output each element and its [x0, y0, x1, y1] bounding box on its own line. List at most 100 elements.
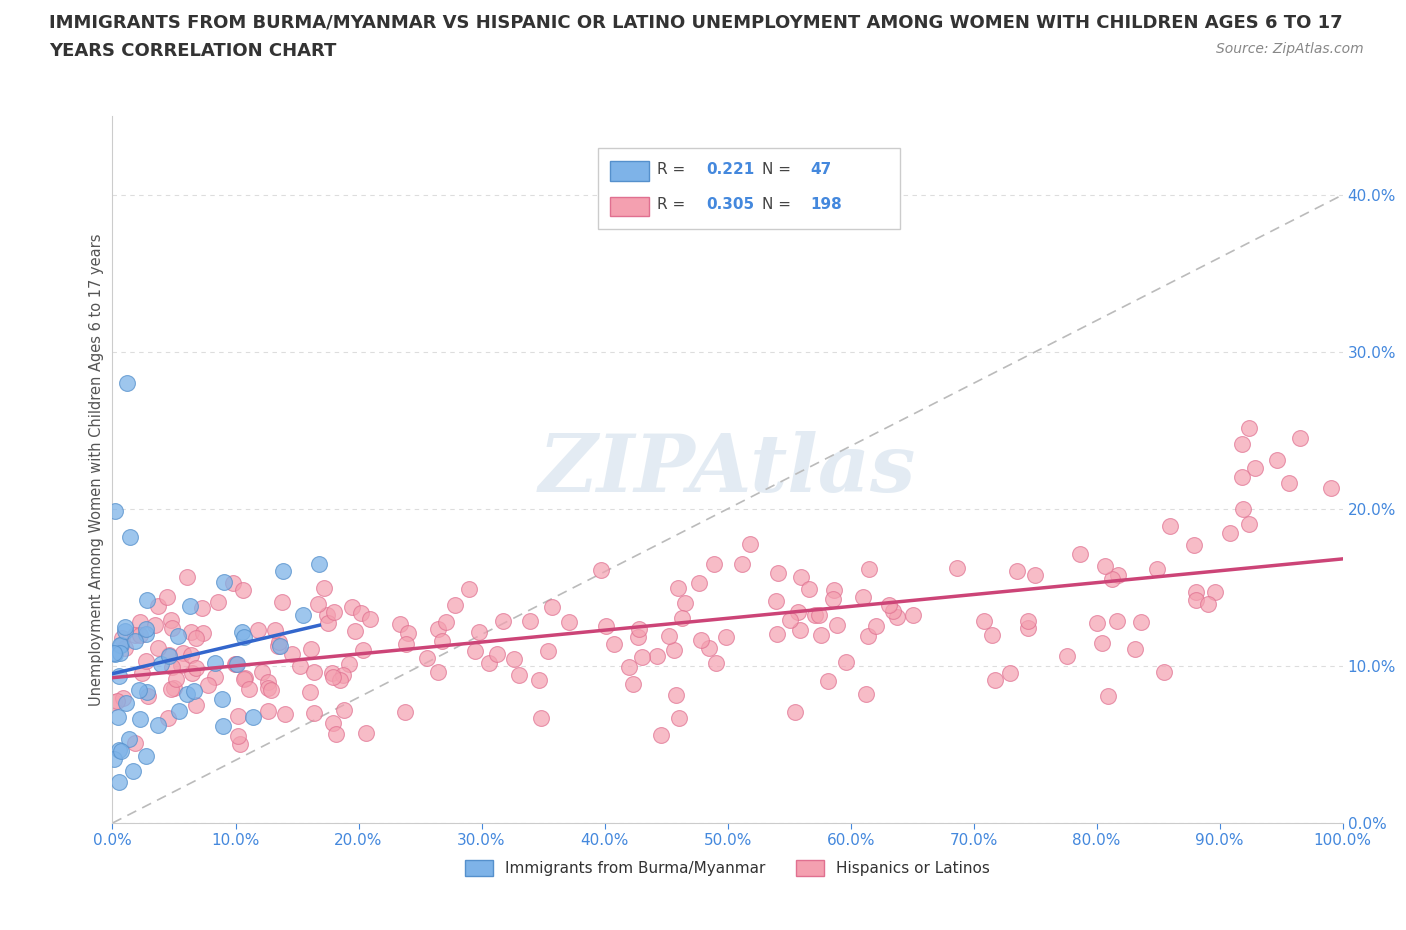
Point — [541, 600, 564, 615]
Point — [314, 580, 336, 595]
Point — [1278, 475, 1301, 490]
Point — [1091, 636, 1114, 651]
Text: 47: 47 — [810, 162, 831, 177]
Point — [204, 656, 226, 671]
Point — [131, 665, 153, 680]
Point — [136, 688, 159, 703]
Point — [191, 626, 214, 641]
Point — [156, 590, 179, 604]
Point — [118, 732, 141, 747]
Point — [817, 674, 839, 689]
Point — [1094, 559, 1116, 574]
Point — [226, 709, 249, 724]
Point — [108, 645, 131, 660]
Point — [665, 687, 688, 702]
Point — [135, 749, 157, 764]
Point — [108, 637, 131, 652]
Point — [207, 595, 229, 610]
Point — [252, 665, 274, 680]
Point — [835, 655, 858, 670]
Point — [184, 631, 207, 645]
Point — [673, 595, 696, 610]
Point — [160, 620, 183, 635]
Point — [882, 604, 904, 618]
Point — [110, 637, 132, 652]
Point — [1185, 585, 1208, 600]
Point — [858, 629, 880, 644]
Point — [478, 656, 501, 671]
Point — [1218, 525, 1240, 540]
Point — [191, 600, 214, 615]
Point — [519, 614, 541, 629]
Point — [267, 639, 290, 654]
Point — [128, 683, 150, 698]
Point — [103, 645, 125, 660]
Point — [107, 743, 129, 758]
Point — [332, 668, 354, 683]
Point — [467, 625, 489, 640]
Point — [124, 628, 146, 643]
Point — [1230, 470, 1253, 485]
Text: 198: 198 — [810, 197, 842, 212]
Point — [350, 605, 373, 620]
Point — [108, 669, 131, 684]
Point — [360, 612, 382, 627]
Point — [129, 712, 152, 727]
Point — [150, 657, 173, 671]
Point — [394, 705, 416, 720]
Point — [225, 656, 247, 671]
Point — [658, 629, 681, 644]
Point — [946, 560, 969, 575]
Point — [157, 648, 180, 663]
Point — [136, 684, 159, 699]
Point — [855, 686, 877, 701]
Point — [343, 624, 366, 639]
Point — [224, 657, 246, 671]
Point — [1232, 501, 1254, 516]
Point — [104, 503, 127, 518]
Point — [184, 698, 207, 712]
Point — [434, 615, 457, 630]
Point — [114, 624, 136, 639]
Point — [998, 666, 1021, 681]
Text: ZIPAtlas: ZIPAtlas — [538, 431, 917, 509]
Point — [558, 615, 581, 630]
Point — [246, 623, 269, 638]
Point — [225, 657, 247, 671]
Point — [212, 575, 235, 590]
Y-axis label: Unemployment Among Women with Children Ages 6 to 17 years: Unemployment Among Women with Children A… — [89, 233, 104, 706]
Point — [107, 774, 129, 789]
Point — [427, 621, 450, 636]
Point — [589, 562, 612, 577]
Point — [323, 604, 346, 619]
Point — [797, 581, 820, 596]
Point — [388, 617, 411, 631]
Point — [238, 682, 260, 697]
Point — [307, 596, 329, 611]
Point — [229, 737, 252, 751]
Point — [308, 556, 330, 571]
Point — [169, 703, 191, 718]
Point — [114, 640, 136, 655]
Point — [688, 576, 710, 591]
Point — [316, 607, 339, 622]
Point — [172, 646, 194, 661]
Point — [105, 694, 128, 709]
Point — [292, 608, 315, 623]
Point — [160, 659, 183, 674]
Point — [821, 591, 844, 606]
Point — [714, 629, 737, 644]
Point — [273, 564, 295, 578]
Text: R =: R = — [658, 197, 690, 212]
Point — [1204, 584, 1226, 599]
Point — [1017, 620, 1039, 635]
Point — [443, 597, 465, 612]
Point — [176, 569, 198, 584]
Point — [765, 593, 787, 608]
Point — [980, 628, 1002, 643]
Point — [1237, 517, 1260, 532]
Point — [1056, 649, 1078, 664]
Point — [135, 654, 157, 669]
Point — [167, 629, 190, 644]
Point — [1153, 665, 1175, 680]
